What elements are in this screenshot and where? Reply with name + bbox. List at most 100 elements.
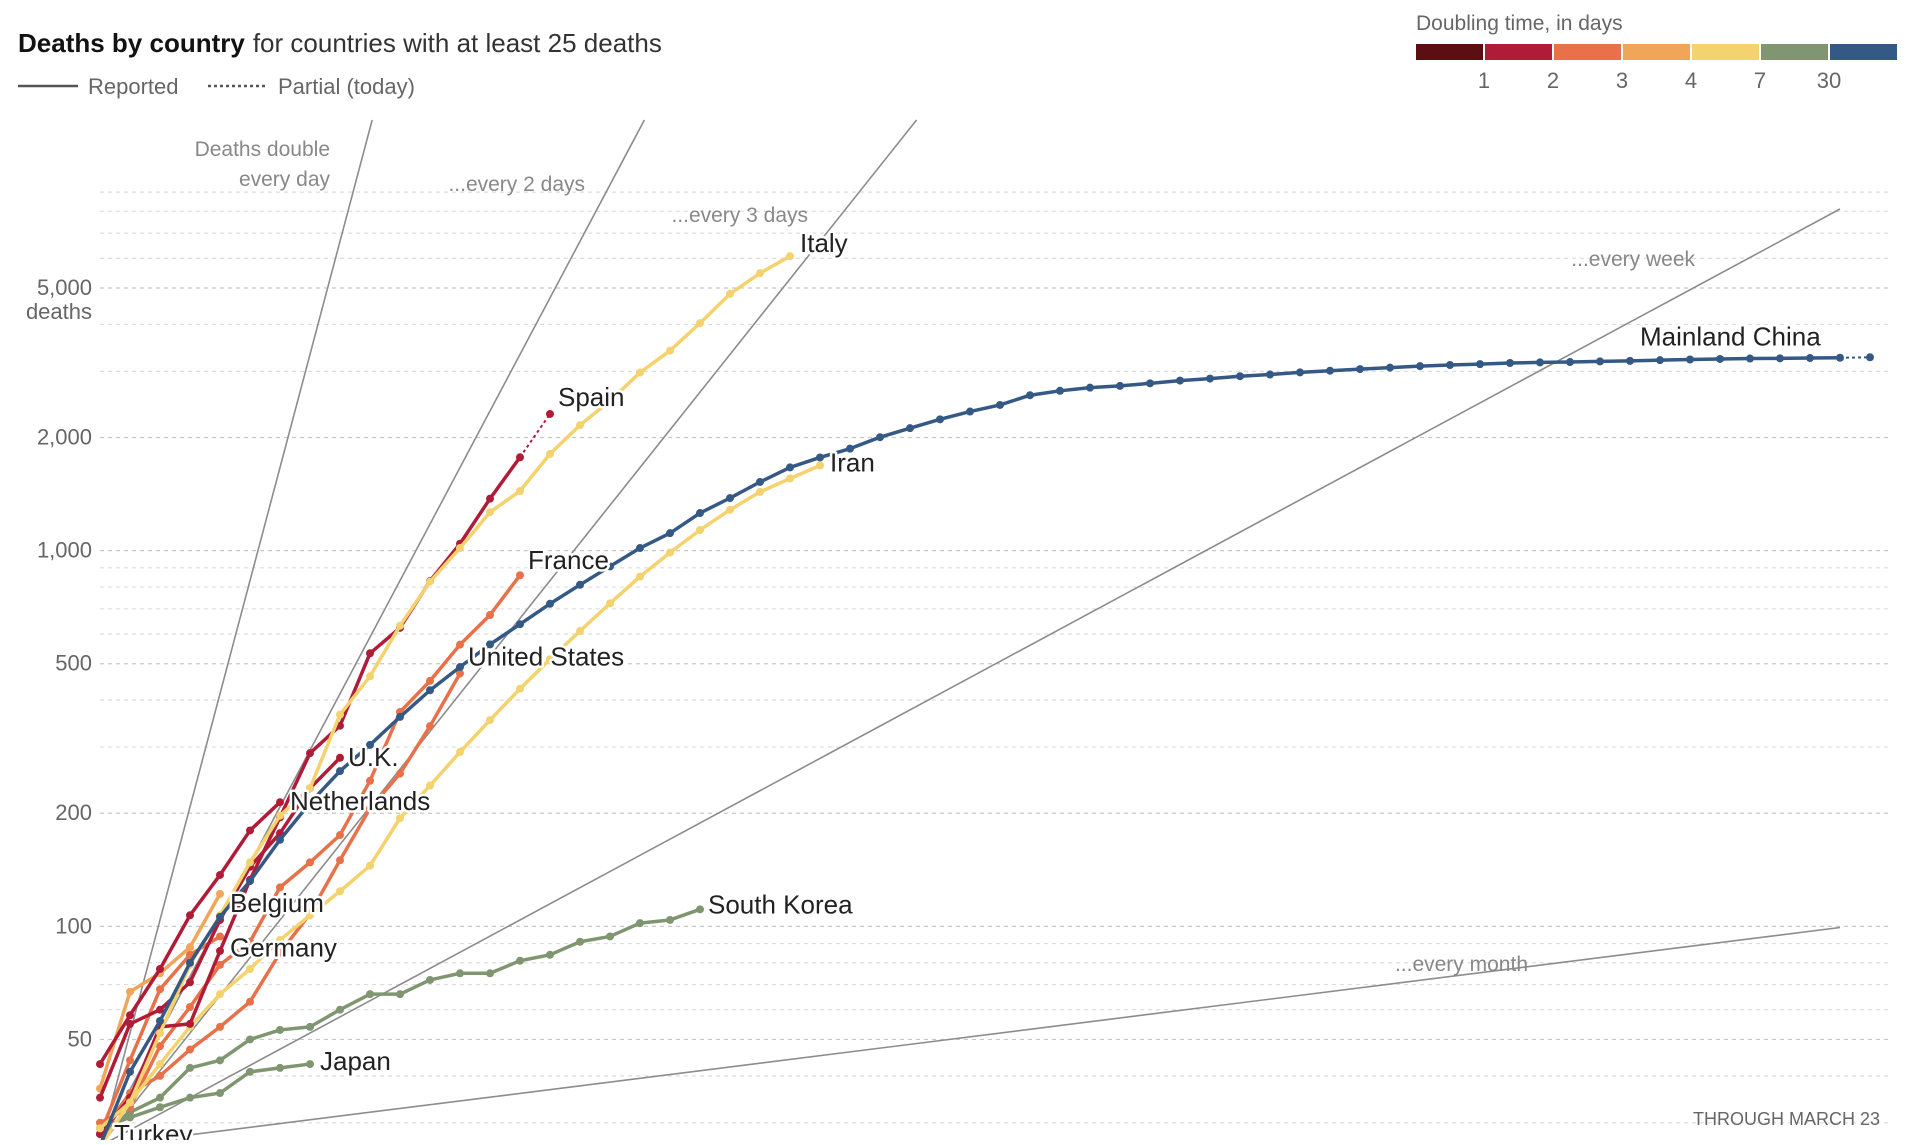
data-point (1416, 362, 1424, 370)
data-point (966, 408, 974, 416)
data-point (726, 290, 734, 298)
data-point (1446, 361, 1454, 369)
color-swatch (1485, 44, 1552, 60)
data-point (306, 858, 314, 866)
data-point (486, 495, 494, 503)
reference-line-label: ...every 2 days (448, 173, 585, 196)
data-point (186, 1046, 194, 1054)
y-tick-label: 2,000 (37, 425, 92, 450)
data-point (246, 965, 254, 973)
data-point (366, 777, 374, 785)
title-subtitle: for countries with at least 25 deaths (253, 28, 662, 58)
data-point (1206, 375, 1214, 383)
data-point (486, 969, 494, 977)
y-tick-label: 500 (55, 651, 92, 676)
data-point (1776, 354, 1784, 362)
data-point (276, 836, 284, 844)
color-tick-label: 2 (1547, 68, 1559, 93)
data-point (216, 871, 224, 879)
data-point (186, 943, 194, 951)
series-label: United States (468, 641, 624, 671)
data-point (126, 1098, 134, 1106)
y-tick-label: 5,000 (37, 275, 92, 300)
data-point (1806, 354, 1814, 362)
data-point (666, 529, 674, 537)
data-point (756, 478, 764, 486)
data-point (216, 947, 224, 955)
data-point (516, 453, 524, 461)
data-point (786, 252, 794, 260)
data-point (336, 831, 344, 839)
data-point (126, 988, 134, 996)
series-partial-line (520, 414, 550, 457)
data-point (1716, 355, 1724, 363)
data-point (816, 461, 824, 469)
data-point (96, 1094, 104, 1102)
color-swatch (1554, 44, 1621, 60)
data-point (276, 1026, 284, 1034)
data-point (156, 985, 164, 993)
data-point (426, 578, 434, 586)
color-tick-label: 4 (1685, 68, 1697, 93)
data-point (786, 474, 794, 482)
data-point (186, 1064, 194, 1072)
data-point (96, 1124, 104, 1132)
data-point (576, 421, 584, 429)
data-point (1296, 368, 1304, 376)
data-point (366, 990, 374, 998)
data-point (1326, 367, 1334, 375)
data-point (186, 978, 194, 986)
data-point (1476, 360, 1484, 368)
data-point (156, 1017, 164, 1025)
data-point (306, 1060, 314, 1068)
data-point (366, 672, 374, 680)
data-point (1746, 355, 1754, 363)
series-france (96, 571, 524, 1127)
data-point (216, 1056, 224, 1064)
series-line (100, 256, 790, 1128)
data-point (1686, 356, 1694, 364)
data-point (816, 453, 824, 461)
data-point (1026, 391, 1034, 399)
data-point (1386, 364, 1394, 372)
label-line: every day (239, 168, 331, 191)
data-point (156, 1029, 164, 1037)
y-tick-label: 100 (55, 913, 92, 938)
data-point (336, 887, 344, 895)
data-point (1116, 382, 1124, 390)
series-label: Italy (800, 228, 848, 258)
data-point (216, 932, 224, 940)
data-point (906, 424, 914, 432)
data-point (786, 463, 794, 471)
data-point (1836, 354, 1844, 362)
data-point (696, 905, 704, 913)
data-point (336, 856, 344, 864)
data-point (396, 622, 404, 630)
series-layer (96, 252, 1874, 1140)
data-point (726, 494, 734, 502)
data-point (276, 1064, 284, 1072)
data-point (96, 1060, 104, 1068)
through-date-note: THROUGH MARCH 23 (1693, 1109, 1880, 1129)
data-point (1236, 372, 1244, 380)
data-point (546, 450, 554, 458)
data-point (516, 620, 524, 628)
data-point (216, 890, 224, 898)
series-labels: Mainland ChinaItalyIranSpainFranceUnited… (114, 228, 1821, 1140)
data-point (1626, 357, 1634, 365)
series-label: Iran (830, 447, 875, 477)
data-point (336, 711, 344, 719)
y-unit-label: deaths (26, 299, 92, 324)
data-point (666, 916, 674, 924)
data-point (186, 959, 194, 967)
data-point (1866, 353, 1874, 361)
data-point (546, 600, 554, 608)
series-label: Germany (230, 932, 337, 962)
data-point (1566, 358, 1574, 366)
data-point (186, 1094, 194, 1102)
data-point (246, 877, 254, 885)
data-point (456, 748, 464, 756)
